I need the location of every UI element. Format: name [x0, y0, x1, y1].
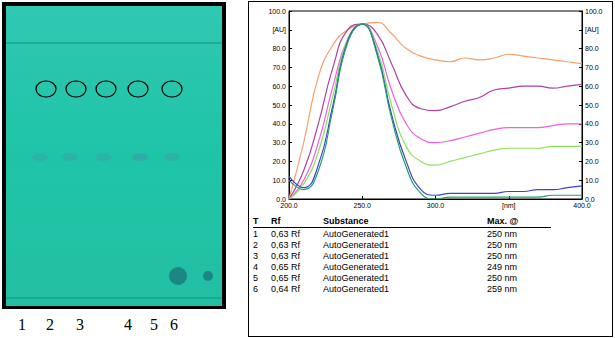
svg-text:10.0: 10.0: [272, 177, 286, 184]
svg-text:[AU]: [AU]: [585, 26, 599, 34]
html-text:250 nm: 250 nm: [487, 239, 517, 250]
html-text:AutoGenerated1: AutoGenerated1: [323, 283, 390, 294]
html-text:259 nm: 259 nm: [487, 283, 517, 294]
svg-text:300.0: 300.0: [427, 202, 445, 209]
html-text:0,65 Rf: 0,65 Rf: [271, 261, 300, 272]
html-text:AutoGenerated1: AutoGenerated1: [323, 261, 390, 272]
html-text:0,63 Rf: 0,63 Rf: [271, 228, 300, 239]
html-text:AutoGenerated1: AutoGenerated1: [323, 228, 390, 239]
svg-text:3: 3: [76, 316, 84, 333]
svg-text:80.0: 80.0: [272, 45, 286, 52]
svg-text:60.0: 60.0: [585, 83, 599, 90]
html-text:6: 6: [253, 283, 258, 294]
html-text:AutoGenerated1: AutoGenerated1: [323, 239, 390, 250]
svg-text:50.0: 50.0: [272, 102, 286, 109]
html-text:Rf: Rf: [271, 216, 281, 226]
svg-text:1: 1: [18, 316, 26, 333]
html-text:250 nm: 250 nm: [487, 250, 517, 261]
svg-text:100.0: 100.0: [268, 8, 286, 15]
html-text:0,63 Rf: 0,63 Rf: [271, 239, 300, 250]
svg-text:20.0: 20.0: [585, 158, 599, 165]
html-text:AutoGenerated1: AutoGenerated1: [323, 272, 390, 283]
svg-text:0.0: 0.0: [585, 195, 595, 203]
svg-text:80.0: 80.0: [585, 45, 599, 52]
svg-text:2: 2: [46, 316, 54, 333]
svg-text:20.0: 20.0: [272, 158, 286, 165]
svg-text:250.0: 250.0: [353, 202, 371, 209]
svg-text:200.0: 200.0: [280, 202, 298, 209]
html-text:3: 3: [253, 250, 258, 261]
svg-text:50.0: 50.0: [585, 102, 599, 109]
svg-text:6: 6: [170, 316, 178, 333]
html-text:2: 2: [253, 239, 258, 250]
svg-text:400.0: 400.0: [573, 202, 591, 209]
svg-text:30.0: 30.0: [585, 139, 599, 146]
svg-text:70.0: 70.0: [585, 64, 599, 71]
svg-text:10.0: 10.0: [585, 177, 599, 184]
html-text:AutoGenerated1: AutoGenerated1: [323, 250, 390, 261]
html-text:4: 4: [253, 261, 258, 272]
html-text:Max. @: Max. @: [487, 216, 519, 226]
svg-text:40.0: 40.0: [585, 120, 599, 127]
html-text:5: 5: [253, 272, 258, 283]
svg-text:5: 5: [150, 316, 158, 333]
svg-text:4: 4: [124, 316, 132, 333]
html-text:0,65 Rf: 0,65 Rf: [271, 272, 300, 283]
html-text:250 nm: 250 nm: [487, 228, 517, 239]
svg-text:30.0: 30.0: [272, 139, 286, 146]
svg-text:60.0: 60.0: [272, 83, 286, 90]
html-text:0,64 Rf: 0,64 Rf: [271, 283, 300, 294]
html-text:0,63 Rf: 0,63 Rf: [271, 250, 300, 261]
svg-text:[nm]: [nm]: [502, 202, 516, 210]
svg-text:100.0: 100.0: [585, 8, 603, 15]
html-text:250 nm: 250 nm: [487, 272, 517, 283]
svg-text:0.0: 0.0: [276, 195, 286, 203]
html-text:249 nm: 249 nm: [487, 261, 517, 272]
html-text:Substance: Substance: [323, 216, 369, 226]
html-text:T: T: [253, 216, 259, 226]
html-text:1: 1: [253, 228, 258, 239]
svg-text:70.0: 70.0: [272, 64, 286, 71]
svg-text:40.0: 40.0: [272, 120, 286, 127]
svg-text:[AU]: [AU]: [272, 26, 286, 34]
